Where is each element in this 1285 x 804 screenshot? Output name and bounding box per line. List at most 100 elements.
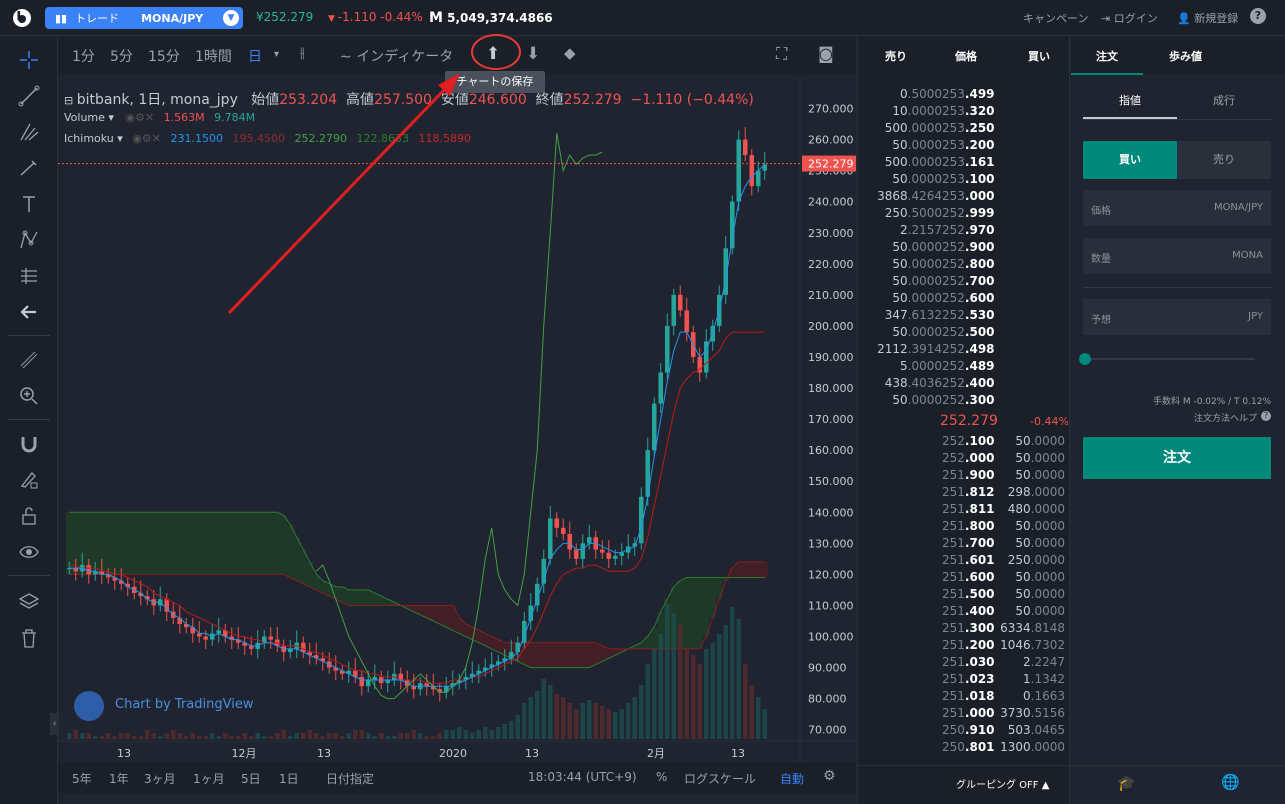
range-1d[interactable]: 1日 [279, 772, 299, 786]
percent-toggle[interactable]: % [656, 770, 668, 784]
volume-label[interactable]: Volume [64, 111, 105, 124]
bid-row[interactable]: 251.400 50.0000 [858, 604, 1069, 621]
tab-trades[interactable]: 歩み値 [1169, 50, 1202, 63]
ask-row[interactable]: 500.0000 253.161 [858, 155, 1069, 172]
amount-slider-track[interactable] [1089, 358, 1255, 360]
ask-row[interactable]: 50.0000 253.100 [858, 172, 1069, 189]
range-1y[interactable]: 1年 [109, 772, 129, 786]
bid-row[interactable]: 251.030 2.2247 [858, 655, 1069, 672]
chevron-down-icon[interactable]: ▾ [117, 132, 123, 145]
sell-toggle[interactable]: 売り [1177, 141, 1271, 179]
ask-row[interactable]: 5.0000 252.489 [858, 359, 1069, 376]
chevron-down-icon[interactable]: ▾ [274, 49, 280, 60]
camera-icon[interactable]: ◙ [818, 44, 834, 63]
bid-row[interactable]: 250.801 1300.0000 [858, 740, 1069, 757]
range-5d[interactable]: 5日 [241, 772, 261, 786]
collapse-toolbar-handle[interactable]: ‹ [50, 713, 59, 735]
ask-row[interactable]: 438.4036 252.400 [858, 376, 1069, 393]
order-type-market[interactable]: 成行 [1213, 94, 1235, 107]
log-scale-toggle[interactable]: ログスケール [684, 772, 757, 786]
gear-icon[interactable]: ⚙ [823, 768, 836, 784]
interval-5m[interactable]: 5分 [110, 49, 133, 65]
bid-row[interactable]: 251.500 50.0000 [858, 587, 1069, 604]
interval-15m[interactable]: 15分 [148, 49, 180, 65]
chart-pane[interactable]: 270.000260.000250.000240.000230.000220.0… [50, 77, 856, 763]
auto-scale-toggle[interactable]: 自動 [780, 772, 805, 786]
trash-icon[interactable] [16, 625, 42, 651]
bid-row[interactable]: 251.812 298.0000 [858, 485, 1069, 502]
buy-toggle[interactable]: 買い [1083, 141, 1177, 179]
text-icon[interactable] [16, 191, 42, 217]
amount-slider-handle[interactable] [1079, 353, 1091, 365]
eye-icon[interactable] [16, 539, 42, 565]
help-icon[interactable]: ? [1250, 8, 1266, 24]
ask-row[interactable]: 500.0000 253.250 [858, 121, 1069, 138]
ask-row[interactable]: 250.5000 252.999 [858, 206, 1069, 223]
interval-1m[interactable]: 1分 [72, 49, 95, 65]
magnet-icon[interactable] [16, 431, 42, 457]
bid-row[interactable]: 252.100 50.0000 [858, 434, 1069, 451]
clock-display[interactable]: 18:03:44 (UTC+9) [528, 770, 637, 784]
bid-row[interactable]: 251.000 3730.5156 [858, 706, 1069, 723]
graduation-cap-icon[interactable]: 🎓 [1117, 774, 1136, 792]
pattern-icon[interactable] [16, 227, 42, 253]
bid-row[interactable]: 251.811 480.0000 [858, 502, 1069, 519]
ask-row[interactable]: 50.0000 252.600 [858, 291, 1069, 308]
tab-order[interactable]: 注文 [1096, 50, 1118, 63]
prediction-icon[interactable] [16, 263, 42, 289]
bitbank-logo-icon[interactable] [12, 8, 32, 28]
ask-row[interactable]: 50.0000 252.800 [858, 257, 1069, 274]
pitchfork-icon[interactable] [16, 119, 42, 145]
upload-icon[interactable]: ⬆ [486, 44, 501, 64]
ask-row[interactable]: 2112.3914 252.498 [858, 342, 1069, 359]
signup-link[interactable]: 👤 新規登録 [1177, 10, 1238, 26]
range-5y[interactable]: 5年 [72, 772, 92, 786]
bid-row[interactable]: 252.000 50.0000 [858, 451, 1069, 468]
eye-icon[interactable]: ◉⚙✕ [125, 111, 155, 124]
crosshair-icon[interactable] [16, 47, 42, 73]
ask-row[interactable]: 50.0000 252.500 [858, 325, 1069, 342]
bid-row[interactable]: 251.700 50.0000 [858, 536, 1069, 553]
collapse-box-icon[interactable]: ⊟ [64, 94, 77, 107]
globe-icon[interactable]: 🌐 [1221, 773, 1240, 791]
ask-row[interactable]: 50.0000 253.200 [858, 138, 1069, 155]
price-chart[interactable]: 270.000260.000250.000240.000230.000220.0… [58, 77, 856, 763]
range-3m[interactable]: 3ヶ月 [144, 772, 176, 786]
candle-type-icon[interactable]: ⫲ [300, 45, 305, 61]
fullscreen-icon[interactable]: ⛶ [776, 44, 788, 63]
price-input[interactable]: 価格 MONA/JPY [1083, 190, 1271, 226]
bid-row[interactable]: 251.600 50.0000 [858, 570, 1069, 587]
unlock-icon[interactable] [16, 503, 42, 529]
interval-1h[interactable]: 1時間 [195, 49, 232, 65]
download-icon[interactable]: ⬇ [526, 44, 541, 64]
brush-icon[interactable] [16, 155, 42, 181]
grouping-toggle[interactable]: グルーピング OFF ▲ [956, 776, 1049, 791]
bid-row[interactable]: 250.910 503.0465 [858, 723, 1069, 740]
bid-row[interactable]: 251.800 50.0000 [858, 519, 1069, 536]
ichimoku-label[interactable]: Ichimoku [64, 132, 114, 145]
lock-pencil-icon[interactable] [16, 467, 42, 493]
indicators-button[interactable]: ∼ インディケータ [340, 46, 453, 66]
bid-row[interactable]: 251.018 0.1663 [858, 689, 1069, 706]
bid-row[interactable]: 251.023 1.1342 [858, 672, 1069, 689]
ask-row[interactable]: 0.5000 253.499 [858, 87, 1069, 104]
ask-row[interactable]: 3868.4264 253.000 [858, 189, 1069, 206]
order-type-limit[interactable]: 指値 [1119, 94, 1141, 107]
ask-row[interactable]: 50.0000 252.700 [858, 274, 1069, 291]
login-link[interactable]: ⇥ ログイン [1101, 10, 1158, 26]
trade-pair-selector[interactable]: ▮▮ トレード MONA/JPY ▼ [45, 7, 243, 29]
chevron-down-icon[interactable]: ▾ [108, 111, 114, 124]
arrow-left-icon[interactable] [16, 299, 42, 325]
layers-icon[interactable] [16, 589, 42, 615]
ask-row[interactable]: 50.0000 252.300 [858, 393, 1069, 410]
range-1m[interactable]: 1ヶ月 [193, 772, 225, 786]
quantity-input[interactable]: 数量 MONA [1083, 238, 1271, 274]
interval-1d[interactable]: 日 [248, 49, 262, 65]
ask-row[interactable]: 50.0000 252.900 [858, 240, 1069, 257]
zoom-in-icon[interactable] [16, 383, 42, 409]
ask-row[interactable]: 347.6132 252.530 [858, 308, 1069, 325]
bid-row[interactable]: 251.200 1046.7302 [858, 638, 1069, 655]
bid-row[interactable]: 251.900 50.0000 [858, 468, 1069, 485]
bid-row[interactable]: 251.300 6334.8148 [858, 621, 1069, 638]
trend-line-icon[interactable] [16, 83, 42, 109]
